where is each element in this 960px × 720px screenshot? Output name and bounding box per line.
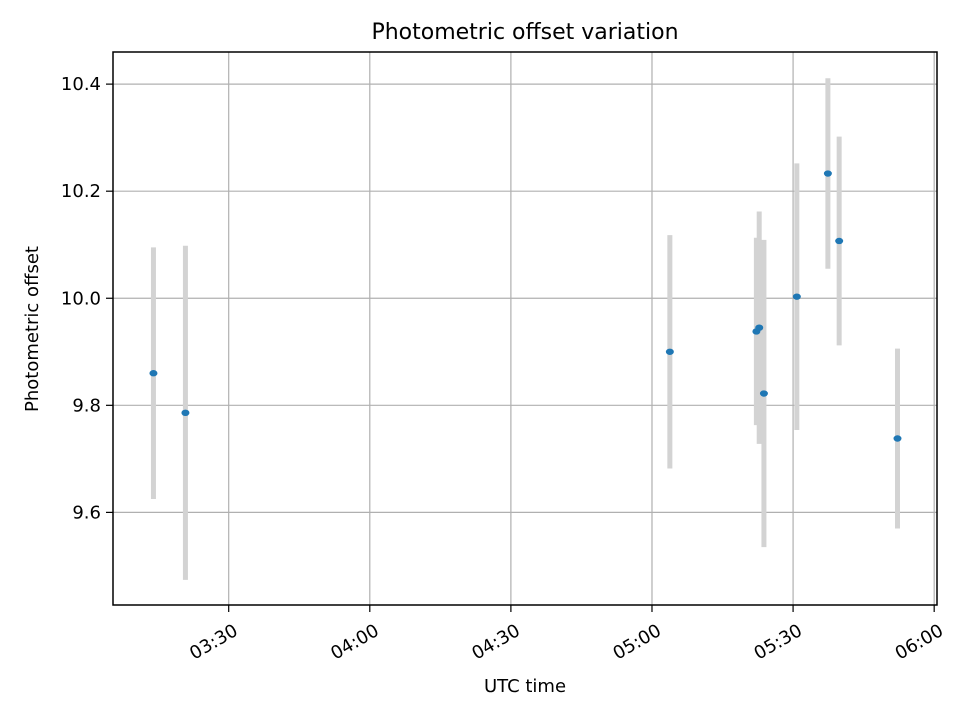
data-point — [792, 293, 801, 300]
x-tick-label: 06:00 — [892, 620, 947, 664]
y-tick-label: 9.6 — [72, 502, 101, 523]
x-axis-ticks: 03:30 04:00 04:30 05:00 05:30 06:00 — [186, 605, 947, 664]
plot-frame — [112, 51, 938, 606]
y-axis-label: Photometric offset — [22, 246, 43, 412]
y-axis-ticks: 9.6 9.8 10.0 10.2 10.4 — [61, 74, 113, 523]
x-tick-label: 04:30 — [468, 620, 523, 664]
x-axis-label: UTC time — [484, 676, 566, 697]
x-tick-label: 03:30 — [186, 620, 241, 664]
x-tick-label: 04:00 — [327, 620, 382, 664]
y-tick-label: 9.8 — [72, 395, 101, 416]
x-tick-label: 05:00 — [609, 620, 664, 664]
x-tick-label: 05:30 — [751, 620, 806, 664]
data-point — [759, 390, 768, 397]
data-points — [149, 170, 902, 442]
data-point — [835, 237, 844, 245]
y-tick-label: 10.4 — [61, 74, 101, 95]
data-point — [181, 409, 190, 417]
data-point — [823, 170, 832, 177]
grid — [113, 52, 937, 605]
data-point — [149, 370, 158, 377]
chart-title: Photometric offset variation — [371, 20, 678, 45]
y-tick-label: 10.2 — [61, 181, 101, 202]
y-tick-label: 10.0 — [61, 288, 101, 309]
data-point — [665, 348, 674, 355]
error-bars — [150, 78, 900, 580]
data-point — [893, 435, 902, 442]
data-point — [755, 324, 764, 331]
